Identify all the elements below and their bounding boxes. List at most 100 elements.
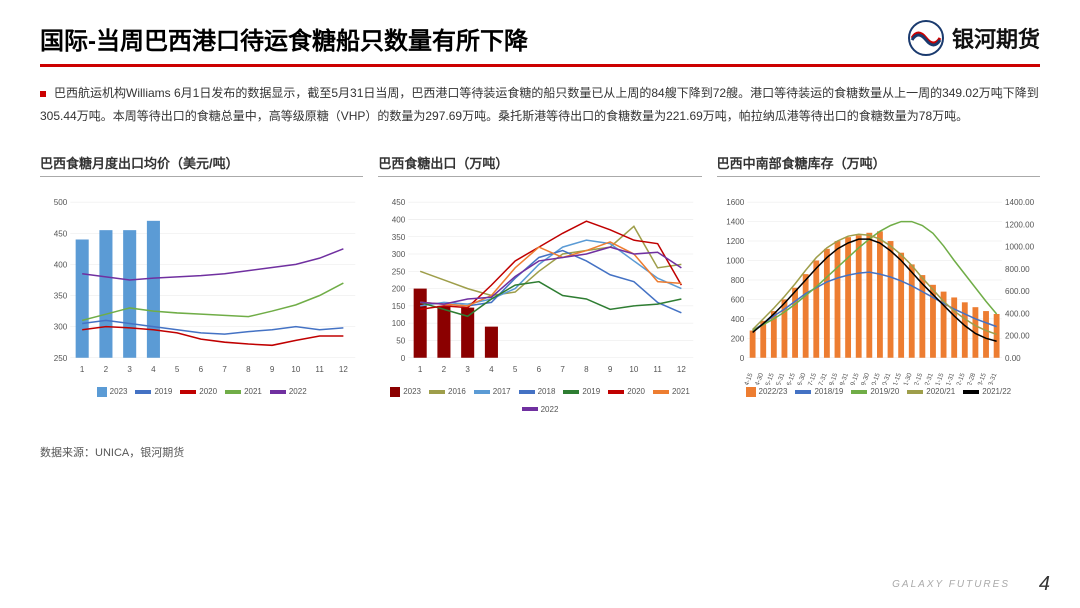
chart1-container: 巴西食糖月度出口均价（美元/吨） 25030035040045050012345… [40,153,363,414]
svg-text:800.00: 800.00 [1005,264,1030,273]
header: 国际-当周巴西港口待运食糖船只数量有所下降 银河期货 [40,20,1040,67]
svg-text:7: 7 [222,364,227,373]
svg-text:4: 4 [489,364,494,373]
svg-text:1: 1 [418,364,423,373]
svg-text:450: 450 [392,198,406,207]
svg-text:3-15: 3-15 [976,371,987,384]
chart3-title: 巴西中南部食糖库存（万吨） [717,153,1040,177]
svg-text:800: 800 [730,276,744,285]
svg-text:6-30: 6-30 [796,371,807,384]
body-paragraph: 巴西航运机构Williams 6月1日发布的数据显示，截至5月31日当周，巴西港… [40,82,1040,128]
svg-text:200: 200 [392,284,406,293]
svg-text:1400: 1400 [726,217,744,226]
svg-text:3: 3 [466,364,471,373]
svg-text:10-31: 10-31 [880,371,892,384]
page-number: 4 [1039,573,1050,596]
svg-text:1600: 1600 [726,198,744,207]
svg-text:9: 9 [608,364,613,373]
svg-text:1000.00: 1000.00 [1005,242,1035,251]
svg-text:200.00: 200.00 [1005,331,1030,340]
svg-text:1400.00: 1400.00 [1005,198,1035,207]
svg-text:4-15: 4-15 [743,371,754,384]
svg-text:400: 400 [54,260,68,269]
footer-brand: GALAXY FUTURES [892,579,1010,590]
chart1-title: 巴西食糖月度出口均价（美元/吨） [40,153,363,177]
svg-text:1: 1 [80,364,85,373]
svg-text:2-15: 2-15 [955,371,966,384]
svg-text:11: 11 [315,364,324,373]
svg-text:6-15: 6-15 [786,371,797,384]
svg-text:9-15: 9-15 [849,371,860,384]
svg-text:300: 300 [392,250,406,259]
svg-text:11-15: 11-15 [891,371,903,384]
svg-text:2: 2 [104,364,109,373]
svg-text:12: 12 [339,364,348,373]
chart3: 020040060080010001200140016000.00200.004… [717,185,1040,385]
chart1: 250300350400450500123456789101112 [40,185,363,385]
svg-text:100: 100 [392,319,406,328]
svg-text:5-15: 5-15 [764,371,775,384]
logo-icon [908,20,944,56]
logo-text: 银河期货 [952,22,1040,54]
svg-text:4: 4 [151,364,156,373]
chart2-container: 巴西食糖出口（万吨） 0 50 100 150 200 250 300 350 400 450 1 2… [378,153,701,414]
svg-text:4-30: 4-30 [754,371,765,384]
svg-text:1000: 1000 [726,256,744,265]
svg-text:0: 0 [401,353,406,362]
chart3-container: 巴西中南部食糖库存（万吨） 02004006008001000120014001… [717,153,1040,414]
svg-text:8: 8 [584,364,589,373]
svg-text:50: 50 [397,336,406,345]
svg-text:400.00: 400.00 [1005,309,1030,318]
svg-text:400: 400 [730,314,744,323]
svg-text:600.00: 600.00 [1005,287,1030,296]
charts-row: 巴西食糖月度出口均价（美元/吨） 25030035040045050012345… [40,153,1040,414]
svg-text:8-31: 8-31 [839,371,850,384]
svg-text:5: 5 [175,364,180,373]
svg-text:8-15: 8-15 [828,371,839,384]
svg-text:10: 10 [630,364,639,373]
svg-text:350: 350 [392,232,406,241]
svg-text:450: 450 [54,229,68,238]
svg-text:600: 600 [730,295,744,304]
svg-text:6: 6 [537,364,542,373]
svg-text:9: 9 [270,364,275,373]
chart2: 0 50 100 150 200 250 300 350 400 450 1 2 3 4 5 6 7 8 9 10 11… [378,185,701,385]
bullet-icon [40,91,46,97]
svg-text:10-15: 10-15 [869,371,881,384]
svg-text:3-31: 3-31 [987,371,998,384]
svg-text:350: 350 [54,291,68,300]
svg-text:1200: 1200 [726,237,744,246]
svg-text:12-31: 12-31 [922,371,934,384]
svg-text:250: 250 [392,267,406,276]
svg-text:11: 11 [654,364,663,373]
svg-text:1-31: 1-31 [945,371,956,384]
svg-text:0: 0 [739,353,744,362]
svg-text:6: 6 [199,364,204,373]
svg-text:500: 500 [54,198,68,207]
svg-text:7-15: 7-15 [807,371,818,384]
svg-text:1-15: 1-15 [934,371,945,384]
svg-text:7: 7 [561,364,566,373]
svg-text:12-15: 12-15 [912,371,924,384]
svg-text:10: 10 [291,364,300,373]
svg-text:5: 5 [513,364,518,373]
page-title: 国际-当周巴西港口待运食糖船只数量有所下降 [40,21,528,56]
svg-text:7-31: 7-31 [817,371,828,384]
svg-text:2-28: 2-28 [966,371,977,384]
svg-text:1200.00: 1200.00 [1005,220,1035,229]
svg-text:8: 8 [246,364,251,373]
svg-text:150: 150 [392,302,406,311]
svg-text:400: 400 [392,215,406,224]
svg-text:0.00: 0.00 [1005,353,1021,362]
data-source: 数据来源：UNICA，银河期货 [40,444,1040,460]
svg-text:9-30: 9-30 [860,371,871,384]
svg-text:300: 300 [54,322,68,331]
chart2-title: 巴西食糖出口（万吨） [378,153,701,177]
svg-text:250: 250 [54,353,68,362]
svg-text:5-31: 5-31 [775,371,786,384]
svg-text:11-30: 11-30 [901,371,913,384]
chart3-legend: 2022/232018/192019/202020/212021/22 [717,387,1040,397]
chart2-legend: 20232016201720182019202020212022 [378,387,701,414]
svg-text:3: 3 [127,364,132,373]
svg-text:2: 2 [442,364,447,373]
